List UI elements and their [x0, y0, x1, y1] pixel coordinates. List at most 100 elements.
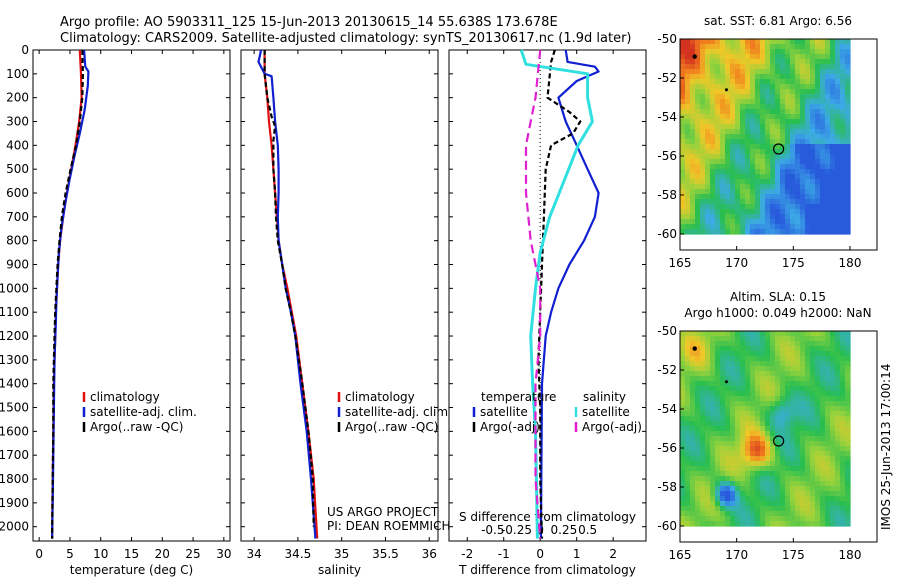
map-cell: [680, 84, 686, 90]
map-cell: [700, 481, 706, 487]
map-cell: [730, 169, 736, 175]
map-cell: [745, 189, 751, 195]
map-cell: [710, 391, 716, 397]
map-cell: [765, 331, 771, 337]
map-cell: [700, 446, 706, 452]
map-cell: [690, 381, 696, 387]
map-cell: [725, 114, 731, 120]
map-cell: [820, 189, 826, 195]
map-cell: [715, 84, 721, 90]
map-cell: [790, 396, 796, 402]
map-cell: [790, 139, 796, 145]
map-cell: [830, 69, 836, 75]
map-cell: [720, 411, 726, 417]
map-cell: [785, 426, 791, 432]
map-cell: [770, 174, 776, 180]
map-cell: [745, 346, 751, 352]
map-cell: [690, 436, 696, 442]
map-cell: [720, 401, 726, 407]
map-cell: [700, 431, 706, 437]
map-cell: [835, 386, 841, 392]
map-cell: [760, 496, 766, 502]
map-cell: [820, 84, 826, 90]
map-cell: [745, 381, 751, 387]
map-cell: [725, 54, 731, 60]
map-cell: [730, 516, 736, 522]
map-cell: [695, 39, 701, 45]
map-cell: [815, 109, 821, 115]
map-cell: [720, 421, 726, 427]
map-cell: [685, 391, 691, 397]
map-cell: [810, 401, 816, 407]
map-cell: [690, 466, 696, 472]
map-cell: [815, 366, 821, 372]
map-cell: [730, 521, 736, 527]
map-cell: [825, 381, 831, 387]
map-cell: [700, 159, 706, 165]
map-cell: [755, 139, 761, 145]
map-cell: [755, 341, 761, 347]
map-cell: [715, 371, 721, 377]
map-cell: [705, 104, 711, 110]
map-cell: [680, 441, 686, 447]
map-cell: [695, 64, 701, 70]
map-cell: [690, 204, 696, 210]
map-cell: [815, 84, 821, 90]
pi-label: PI: DEAN ROEMMICH: [327, 519, 450, 533]
map-cell: [735, 376, 741, 382]
map-cell: [780, 139, 786, 145]
map-cell: [795, 486, 801, 492]
map-cell: [705, 184, 711, 190]
map-cell: [845, 351, 851, 357]
map-cell: [700, 124, 706, 130]
map-cell: [780, 89, 786, 95]
map-cell: [750, 174, 756, 180]
map-cell: [835, 376, 841, 382]
map-cell: [760, 179, 766, 185]
map-cell: [830, 59, 836, 65]
map-cell: [775, 204, 781, 210]
map-cell: [775, 411, 781, 417]
map-cell: [700, 461, 706, 467]
map-cell: [735, 351, 741, 357]
map-cell: [730, 204, 736, 210]
map-cell: [815, 401, 821, 407]
map-cell: [710, 366, 716, 372]
map-cell: [825, 401, 831, 407]
map-cell: [760, 39, 766, 45]
map-cell: [800, 441, 806, 447]
map-cell: [750, 169, 756, 175]
map-cell: [825, 74, 831, 80]
map-cell: [805, 496, 811, 502]
map-cell: [705, 506, 711, 512]
map-cell: [825, 214, 831, 220]
map-cell: [680, 521, 686, 527]
map-cell: [845, 104, 851, 110]
map-cell: [815, 371, 821, 377]
map-cell: [775, 64, 781, 70]
map-cell: [835, 119, 841, 125]
map-cell: [755, 154, 761, 160]
map-cell: [750, 361, 756, 367]
map-cell: [685, 336, 691, 342]
map-cell: [785, 406, 791, 412]
map-cell: [730, 159, 736, 165]
map-cell: [780, 511, 786, 517]
map-cell: [760, 491, 766, 497]
map-cell: [745, 416, 751, 422]
map-cell: [690, 229, 696, 235]
map-cell: [680, 119, 686, 125]
map-cell: [685, 164, 691, 170]
map-cell: [785, 39, 791, 45]
map-cell: [830, 49, 836, 55]
map-cell: [825, 129, 831, 135]
map-cell: [755, 461, 761, 467]
map-cell: [835, 476, 841, 482]
map-cell: [765, 149, 771, 155]
map-cell: [845, 341, 851, 347]
map-cell: [835, 486, 841, 492]
map-cell: [735, 391, 741, 397]
map-cell: [770, 476, 776, 482]
map-cell: [735, 466, 741, 472]
map-cell: [705, 199, 711, 205]
